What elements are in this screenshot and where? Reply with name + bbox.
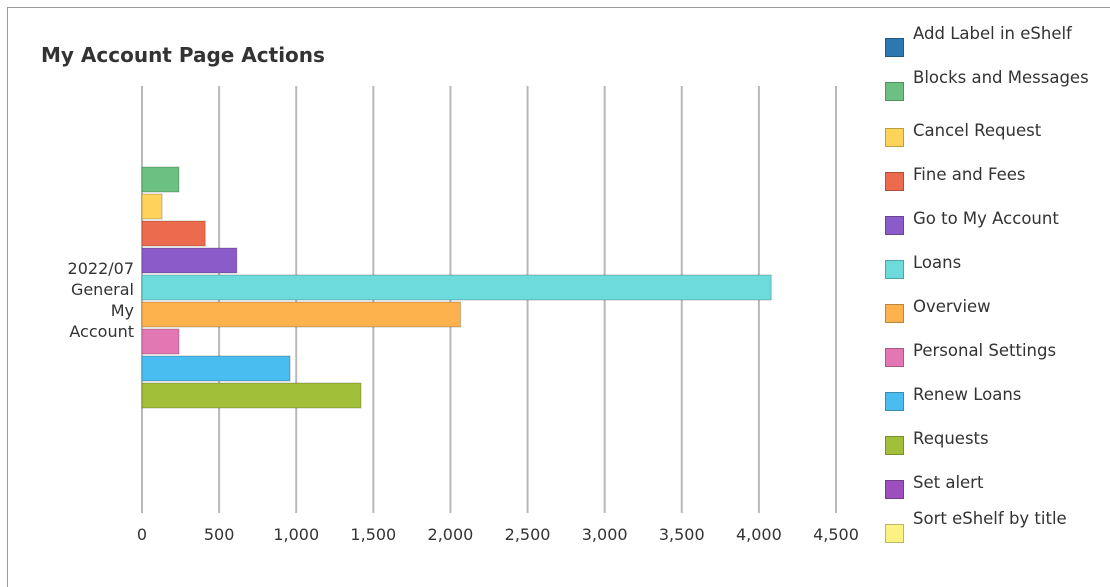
legend-label: Blocks and Messages xyxy=(913,68,1089,87)
legend-label: Cancel Request xyxy=(913,121,1042,140)
legend-label: Renew Loans xyxy=(913,385,1022,404)
bars xyxy=(141,166,772,409)
chart-frame xyxy=(7,7,1110,587)
legend-label: Overview xyxy=(913,297,991,316)
legend-swatch xyxy=(885,38,904,57)
bar[interactable] xyxy=(141,355,291,382)
legend-swatch xyxy=(885,216,904,235)
legend-label: Go to My Account xyxy=(913,209,1059,228)
x-tick-label: 1,000 xyxy=(273,525,319,544)
legend-swatch xyxy=(885,172,904,191)
legend-swatch xyxy=(885,436,904,455)
x-tick-label: 4,500 xyxy=(813,525,859,544)
category-label-line: General xyxy=(70,280,134,299)
bar[interactable] xyxy=(141,274,772,301)
legend-swatch xyxy=(885,348,904,367)
legend-label: Sort eShelf by title xyxy=(913,509,1067,528)
x-axis-ticks: 0 500 1,000 1,500 2,000 2,500 3,000 3,500 4,000 4… xyxy=(137,525,859,544)
legend-swatch xyxy=(885,524,904,543)
x-tick-label: 1,500 xyxy=(350,525,396,544)
legend-swatch xyxy=(885,304,904,323)
legend-label: Add Label in eShelf xyxy=(913,24,1072,43)
legend-label: Requests xyxy=(913,429,989,448)
bar[interactable] xyxy=(141,328,180,355)
x-tick-label: 3,500 xyxy=(659,525,705,544)
x-tick-label: 4,000 xyxy=(736,525,782,544)
x-tick-label: 500 xyxy=(204,525,235,544)
bar[interactable] xyxy=(141,166,180,193)
legend-swatch xyxy=(885,82,904,101)
x-tick-label: 0 xyxy=(137,525,147,544)
category-label-line: My xyxy=(110,301,134,320)
legend-label: Personal Settings xyxy=(913,341,1057,360)
legend-swatch xyxy=(885,480,904,499)
bar[interactable] xyxy=(141,220,206,247)
category-label-line: 2022/07 xyxy=(67,259,134,278)
x-tick-label: 2,500 xyxy=(505,525,551,544)
legend-swatch xyxy=(885,392,904,411)
legend-label: Loans xyxy=(913,253,962,272)
legend-swatch xyxy=(885,128,904,147)
x-tick-label: 2,000 xyxy=(428,525,474,544)
bar[interactable] xyxy=(141,247,238,274)
chart-title: My Account Page Actions xyxy=(41,43,325,67)
bar[interactable] xyxy=(141,382,362,409)
x-tick-label: 3,000 xyxy=(582,525,628,544)
category-label-line: Account xyxy=(69,322,134,341)
bar[interactable] xyxy=(141,301,461,328)
legend-label: Fine and Fees xyxy=(913,165,1026,184)
legend-label: Set alert xyxy=(913,473,984,492)
bar[interactable] xyxy=(141,193,163,220)
legend-swatch xyxy=(885,260,904,279)
y-axis-category-label: 2022/07 General My Account xyxy=(20,258,134,342)
